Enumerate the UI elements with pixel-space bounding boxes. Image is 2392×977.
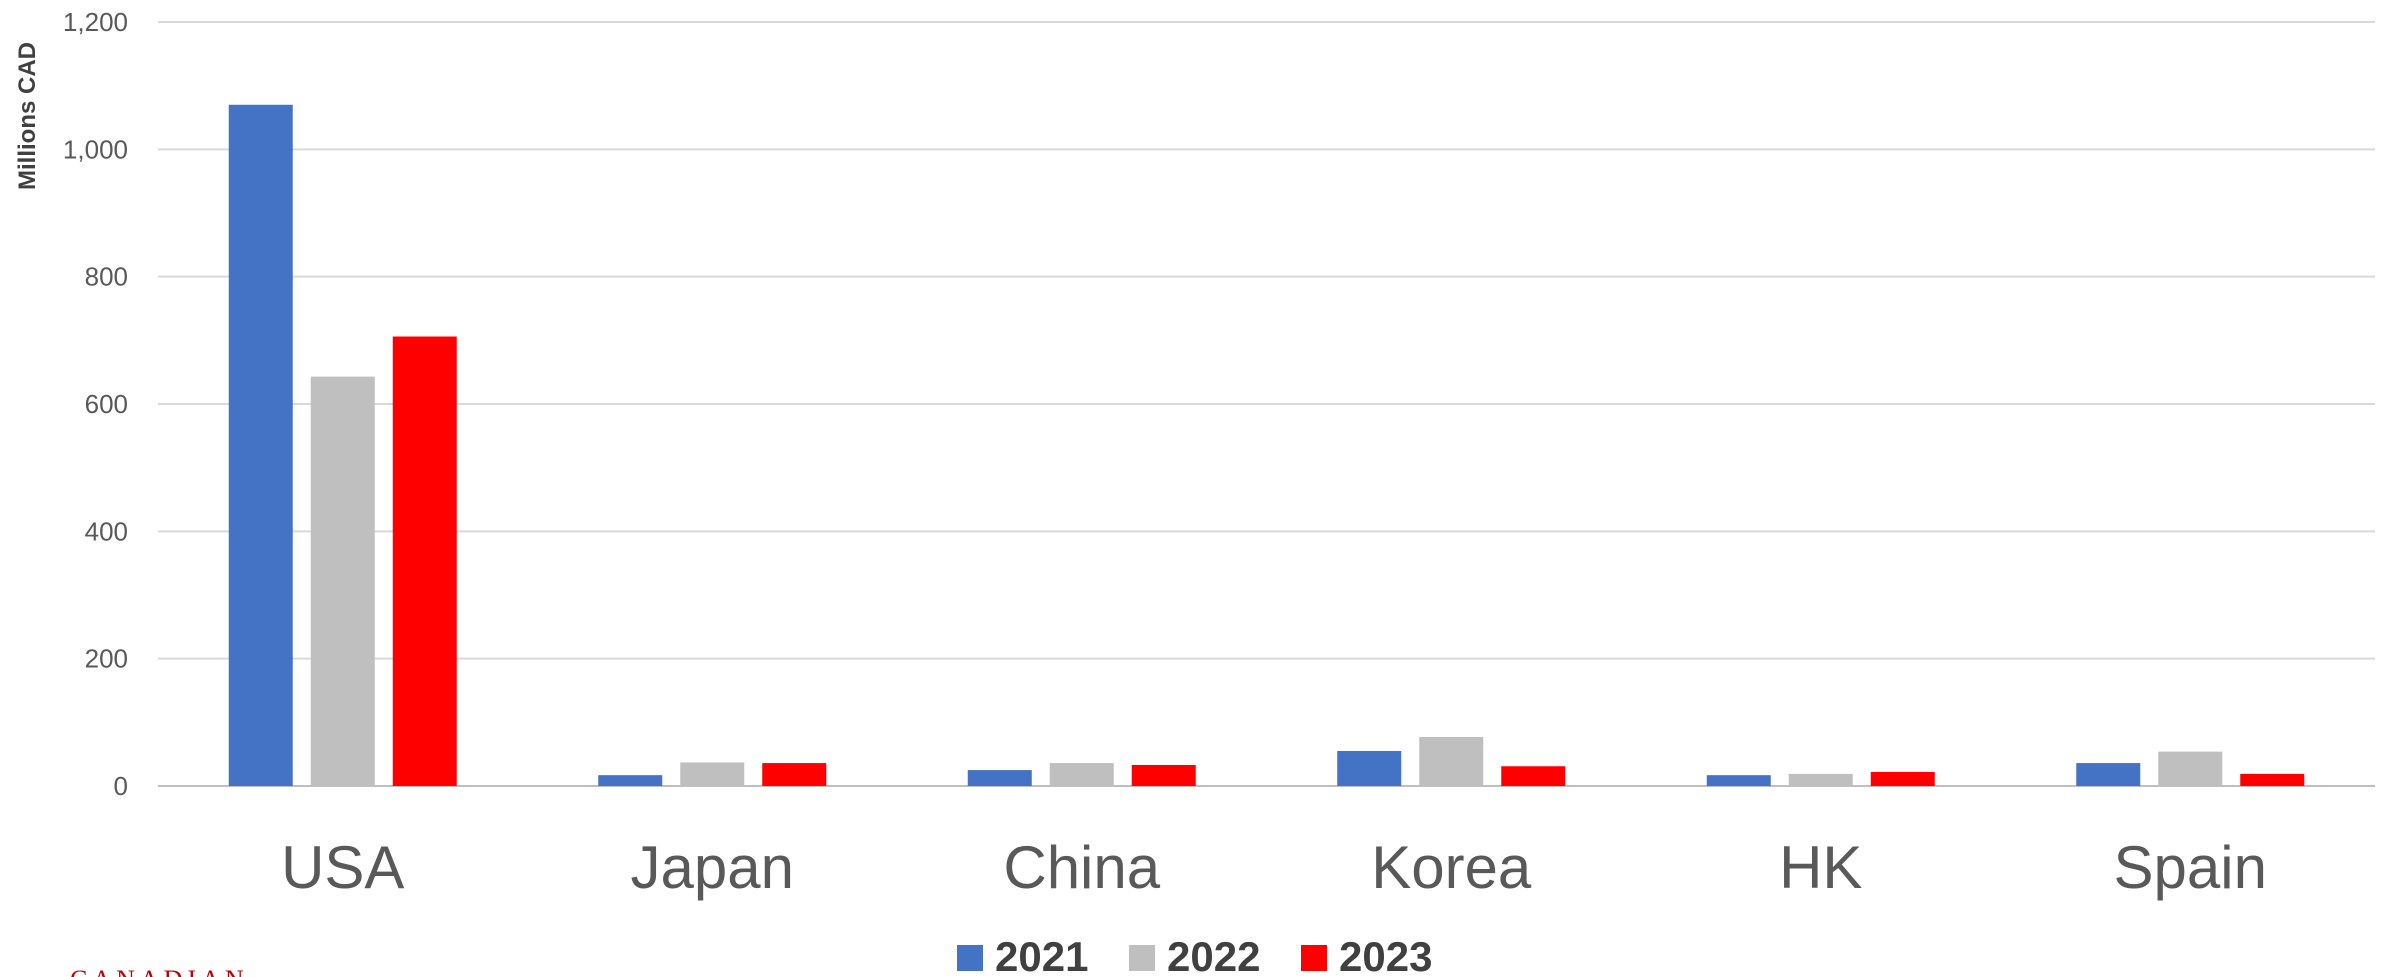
x-axis-category-labels: USA Japan China Korea HK Spain <box>281 834 2267 901</box>
bar-spain-2021 <box>2076 763 2141 786</box>
bar-korea-2021 <box>1337 750 1402 786</box>
legend-label: 2022 <box>1167 933 1260 977</box>
bar-china-2021 <box>967 770 1032 786</box>
y-tick-label: 400 <box>85 516 128 546</box>
bar-china-2022 <box>1049 763 1114 786</box>
y-tick-label: 1,200 <box>63 7 128 37</box>
bars <box>228 104 2305 787</box>
bar-korea-2023 <box>1501 766 1566 786</box>
category-label: Spain <box>2114 834 2267 901</box>
bar-spain-2023 <box>2240 773 2305 786</box>
gridlines <box>158 21 2375 787</box>
y-tick-label: 600 <box>85 389 128 419</box>
category-label: Korea <box>1371 834 1532 901</box>
bar-hk-2022 <box>1788 773 1853 786</box>
bar-japan-2022 <box>680 762 745 786</box>
legend-swatch-2022 <box>1129 945 1155 971</box>
y-tick-label: 0 <box>114 771 128 801</box>
bar-usa-2023 <box>392 336 457 786</box>
y-axis-label: Millions CAD <box>14 42 41 190</box>
category-label: China <box>1003 834 1160 901</box>
bar-usa-2021 <box>228 104 293 787</box>
legend-label: 2021 <box>995 933 1088 977</box>
legend-swatch-2023 <box>1301 945 1327 971</box>
bar-hk-2021 <box>1706 775 1771 786</box>
bar-japan-2023 <box>762 763 827 786</box>
category-label: HK <box>1779 834 1862 901</box>
bar-korea-2022 <box>1419 736 1484 786</box>
footer-logo-text: CANADIAN <box>70 965 249 977</box>
category-label: USA <box>281 834 404 901</box>
category-label: Japan <box>631 834 794 901</box>
bar-usa-2022 <box>310 376 375 786</box>
y-axis-ticks: 0 200 400 600 800 1,000 1,200 <box>63 7 128 801</box>
y-tick-label: 200 <box>85 644 128 674</box>
bar-china-2023 <box>1131 764 1196 786</box>
bar-japan-2021 <box>598 775 663 786</box>
y-tick-label: 1,000 <box>63 134 128 164</box>
y-tick-label: 800 <box>85 262 128 292</box>
legend-label: 2023 <box>1339 933 1432 977</box>
legend-swatch-2021 <box>957 945 983 971</box>
bar-spain-2022 <box>2158 751 2223 786</box>
bar-hk-2023 <box>1870 771 1935 786</box>
legend: 2021 2022 2023 <box>957 933 1432 977</box>
